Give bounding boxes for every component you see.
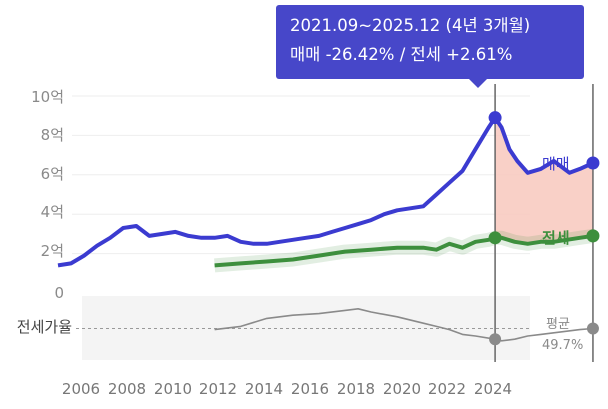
sale-end-marker [586, 156, 600, 170]
y-tick-label: 0 [54, 284, 64, 302]
ratio-average-value: 49.7% [542, 338, 583, 353]
jeonse-series-label: 전세 [542, 229, 570, 247]
y-tick-label: 10억 [31, 88, 64, 106]
jeonse-start-marker [488, 231, 502, 245]
ratio-start-marker [489, 333, 502, 346]
marker-layer [488, 111, 600, 346]
sale-line [57, 115, 594, 268]
x-tick-label: 2014 [245, 380, 283, 398]
sale-start-marker [488, 111, 502, 125]
tooltip-range-text: 2021.09~2025.12 (4년 3개월) [290, 16, 531, 35]
tooltip-change-text: 매매 -26.42% / 전세 +2.61% [290, 45, 513, 64]
x-tick-label: 2012 [199, 380, 237, 398]
x-tick-label: 2024 [474, 380, 512, 398]
ratio-end-marker [586, 322, 599, 335]
highlight-fill [495, 117, 593, 244]
x-tick-label: 2020 [383, 380, 421, 398]
ratio-axis-label: 전세가율 [17, 318, 72, 336]
series-layer [57, 115, 595, 342]
tooltip-arrow [469, 79, 487, 88]
x-tick-label: 2006 [62, 380, 100, 398]
x-tick-label: 2022 [428, 380, 466, 398]
x-tick-label: 2016 [291, 380, 329, 398]
grid-layer [72, 95, 530, 255]
ratio-line [214, 308, 594, 342]
jeonse-end-marker [586, 229, 600, 243]
y-axis-ticks: 10억 8억 6억 4억 2억 0 [31, 88, 64, 302]
y-tick-label: 2억 [41, 242, 64, 260]
ratio-average-label: 평균 [546, 317, 570, 332]
highlight-area [494, 84, 594, 362]
ratio-panel [76, 296, 530, 360]
x-tick-label: 2008 [108, 380, 146, 398]
jeonse-line [214, 233, 594, 268]
range-tooltip: 2021.09~2025.12 (4년 3개월) 매매 -26.42% / 전세… [276, 5, 584, 79]
y-tick-label: 8억 [41, 126, 64, 144]
x-axis-ticks: 2006 2008 2010 2012 2014 2016 2018 2020 … [62, 380, 512, 398]
y-tick-label: 6억 [41, 165, 64, 183]
sale-series-label: 매매 [542, 155, 570, 173]
y-tick-label: 4억 [41, 203, 64, 221]
x-tick-label: 2018 [337, 380, 375, 398]
x-tick-label: 2010 [154, 380, 192, 398]
